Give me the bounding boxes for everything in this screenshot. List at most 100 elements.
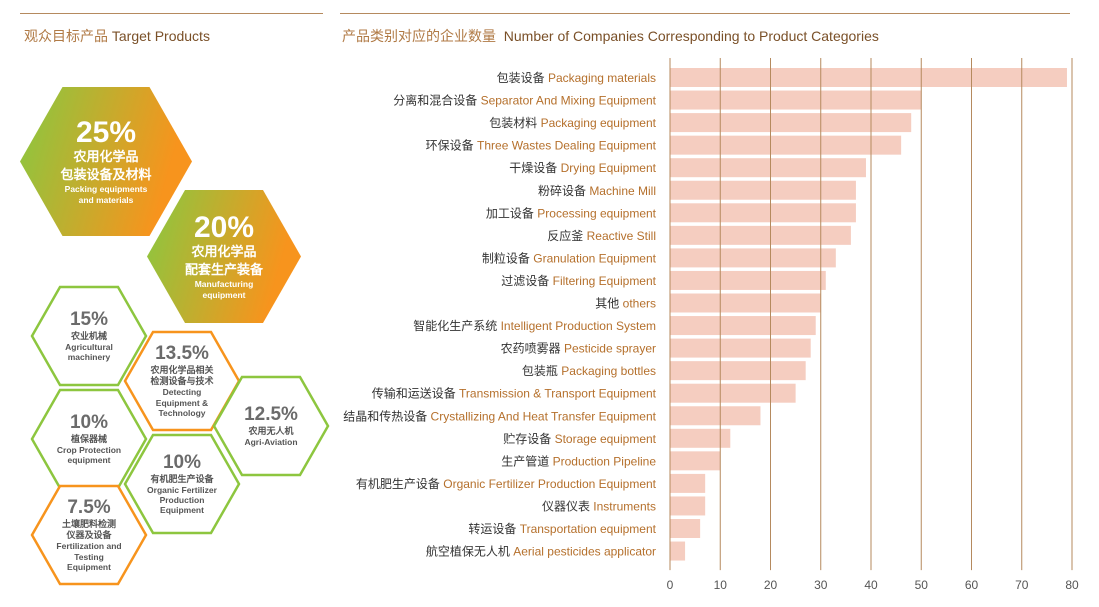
category-label: 仪器仪表 Instruments: [542, 499, 656, 513]
hexagon-percentage: 10%: [162, 451, 202, 473]
category-label-cn: 制粒设备: [482, 250, 533, 265]
hexagon-percentage: 25%: [75, 115, 137, 149]
hexagon-2: 20% 农用化学品 配套生产装备 Manufacturing equipment: [146, 189, 302, 324]
bar: [670, 519, 701, 538]
hexagon-label-cn: 土壤肥料检测: [61, 518, 116, 529]
category-label-en: Pesticide sprayer: [564, 342, 656, 356]
right-title-cn: 产品类别对应的企业数量: [342, 28, 496, 44]
category-label-cn: 环保设备: [426, 139, 477, 153]
category-label-en: Packaging equipment: [541, 116, 657, 130]
right-header-rule: [340, 13, 1070, 14]
category-label-en: Three Wastes Dealing Equipment: [477, 139, 657, 153]
hexagon-percentage: 7.5%: [67, 497, 111, 519]
hexagon-percentage: 12.5%: [244, 403, 298, 425]
hexagon-label-en: Packing equipments: [64, 184, 148, 195]
category-label-en: Machine Mill: [589, 184, 656, 198]
category-label: 贮存设备 Storage equipment: [503, 431, 656, 446]
category-label-en: Packaging bottles: [561, 364, 656, 378]
bar: [670, 496, 706, 516]
hexagon-label-en: Equipment: [67, 561, 111, 572]
hexagon-label-en: Technology: [158, 407, 206, 418]
hexagon-percentage: 13.5%: [155, 343, 209, 365]
x-tick-label: 30: [814, 578, 828, 592]
hexagon-4: 13.5% 农用化学品相关 检测设备与技术 Detecting Equipment & T…: [123, 330, 241, 432]
hexagon-label-cn: 配套生产装备: [184, 261, 263, 277]
hexagon-shape: [212, 375, 330, 477]
category-label-en: Production Pipeline: [553, 454, 657, 468]
hexagon-label-en: Organic Fertilizer: [147, 484, 217, 495]
category-label-en: Filtering Equipment: [553, 274, 657, 288]
category-label-en: Packaging materials: [548, 71, 656, 85]
hexagon-label-en: Production: [159, 494, 205, 505]
category-label-cn: 有机肥生产设备: [356, 477, 443, 491]
x-tick-label: 0: [667, 578, 674, 592]
hexagon-shape: [123, 433, 241, 535]
hexagon-shape: [147, 189, 301, 323]
x-tick-label: 40: [864, 578, 878, 592]
bar: [670, 293, 821, 313]
bar: [670, 473, 706, 493]
category-label: 传输和运送设备 Transmission & Transport Equipme…: [372, 386, 657, 401]
hexagon-3: 15% 农业机械 Agricultural machinery: [30, 285, 148, 387]
bar: [670, 68, 1067, 87]
x-tick-label: 20: [764, 578, 778, 592]
hexagon-label-en: Detecting: [162, 387, 202, 398]
category-label-en: Separator And Mixing Equipment: [481, 94, 657, 108]
category-label: 航空植保无人机 Aerial pesticides applicator: [426, 544, 656, 559]
category-label-cn: 农药喷雾器: [501, 342, 564, 356]
category-label-cn: 加工设备: [486, 206, 537, 220]
category-label-cn: 其他: [595, 297, 622, 311]
x-tick-label: 10: [714, 578, 728, 592]
bar: [670, 451, 721, 471]
hexagon-label-cn: 农用化学品: [73, 149, 139, 165]
x-tick-label: 80: [1065, 578, 1079, 592]
category-label: 有机肥生产设备 Organic Fertilizer Production Eq…: [356, 477, 657, 491]
hexagon-8: 7.5% 土壤肥料检测 仪器及设备 Fertilization and Testing E…: [30, 484, 148, 586]
hexagon-text: 10% 有机肥生产设备 Organic Fertilizer Production Eq…: [124, 434, 240, 534]
hexagon-label-cn: 农用无人机: [248, 425, 294, 436]
hexagon-label-cn: 有机肥生产设备: [150, 473, 214, 484]
hexagon-fill: [30, 484, 148, 586]
bar: [670, 158, 866, 178]
category-label-en: Instruments: [593, 499, 656, 513]
bar: [670, 406, 761, 426]
hexagon-label-en: Agricultural: [65, 341, 113, 352]
hexagon-percentage: 20%: [193, 210, 255, 244]
hexagon-6: 10% 植保器械 Crop Protection equipment: [30, 388, 148, 490]
category-label: 生产管道 Production Pipeline: [501, 453, 656, 468]
hexagon-fill: [147, 189, 301, 323]
hexagon-shape: [30, 285, 148, 387]
hexagon-label-cn: 农业机械: [70, 330, 107, 341]
hexagon-text: 12.5% 农用无人机 Agri-Aviation: [213, 376, 329, 476]
hexagon-fill: [123, 433, 241, 535]
bar: [670, 316, 816, 336]
category-label: 结晶和传热设备 Crystallizing And Heat Transfer …: [343, 408, 656, 423]
category-label-cn: 贮存设备: [503, 431, 554, 446]
category-label-cn: 干燥设备: [509, 161, 560, 175]
hexagon-7: 10% 有机肥生产设备 Organic Fertilizer Production Eq…: [123, 433, 241, 535]
hexagon-text: 20% 农用化学品 配套生产装备 Manufacturing equipment: [146, 189, 302, 324]
bar: [670, 361, 806, 381]
category-label: 智能化生产系统 Intelligent Production System: [413, 318, 656, 333]
category-label-en: Organic Fertilizer Production Equipment: [443, 477, 656, 491]
category-label-cn: 航空植保无人机: [426, 544, 513, 559]
right-title-en: Number of Companies Corresponding to Pro…: [503, 28, 879, 44]
category-label-en: Drying Equipment: [561, 161, 657, 175]
hexagon-label-en: Fertilization and: [56, 541, 122, 552]
hexagon-label-en: machinery: [67, 352, 111, 363]
category-label: 转运设备 Transportation equipment: [468, 521, 656, 536]
category-label: 反应釜 Reactive Still: [547, 228, 656, 243]
category-label: 粉碎设备 Machine Mill: [538, 183, 656, 198]
hexagon-label-en: equipment: [202, 290, 246, 301]
hexagon-label-cn: 农用化学品: [191, 244, 257, 260]
right-section-title: 产品类别对应的企业数量 Number of Companies Correspo…: [342, 26, 879, 46]
hexagon-label-en: and materials: [78, 195, 134, 206]
category-label: 农药喷雾器 Pesticide sprayer: [501, 342, 656, 356]
hexagon-shape: [20, 86, 192, 236]
hexagon-label-en: Testing: [74, 551, 104, 562]
hexagon-label-cn: 农用化学品相关: [150, 364, 214, 375]
hexagon-label-en: Equipment &: [155, 397, 209, 408]
x-tick-label: 50: [915, 578, 929, 592]
bar: [670, 203, 856, 223]
bar: [670, 383, 796, 403]
